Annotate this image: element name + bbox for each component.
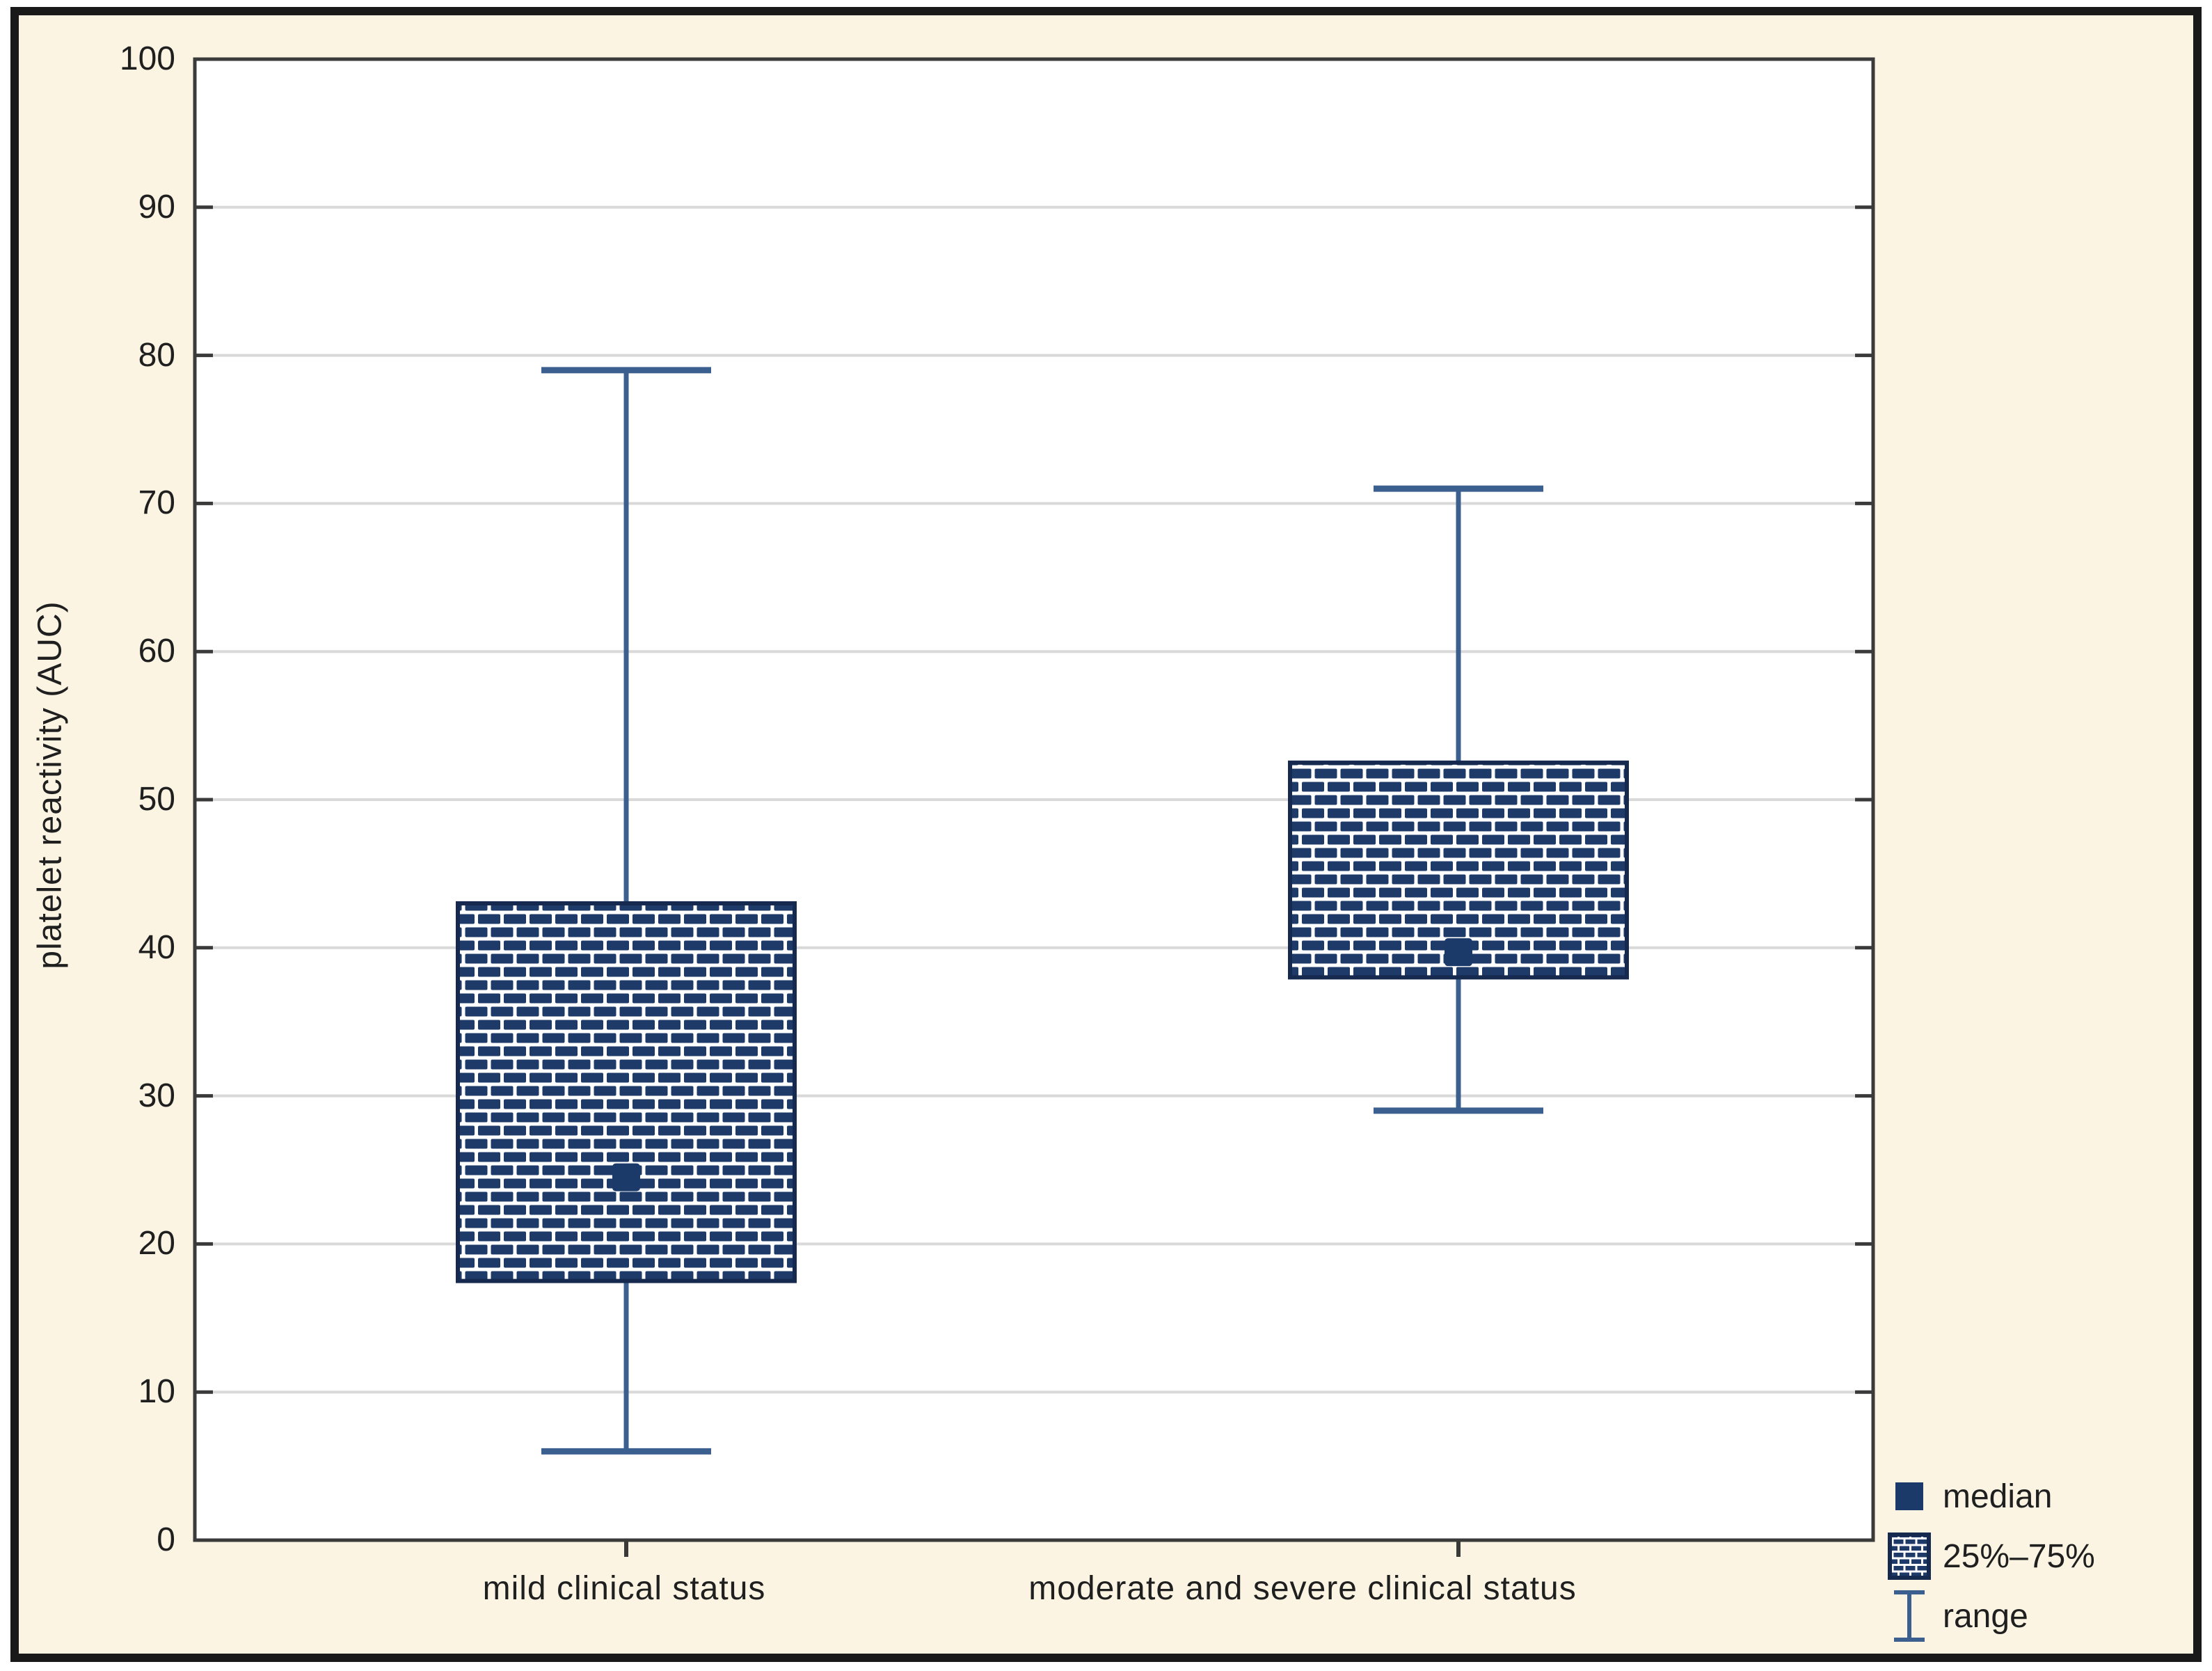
y-tick-label-0: 0 <box>157 1521 175 1558</box>
legend-row-range: range <box>1880 1588 2095 1644</box>
legend-label-range: range <box>1943 1597 2028 1635</box>
legend-row-median: median <box>1880 1468 2095 1524</box>
x-category-label-moderate-and-severe-clinical-status: moderate and severe clinical status <box>1028 1570 1577 1607</box>
y-tick-label-100: 100 <box>119 40 175 77</box>
range-whisker-legend-icon <box>1880 1589 1939 1643</box>
y-tick-label-20: 20 <box>138 1225 175 1262</box>
iqr-box-legend-icon <box>1880 1532 1939 1581</box>
y-tick-label-70: 70 <box>138 484 175 522</box>
legend-label-iqr: 25%–75% <box>1943 1537 2095 1575</box>
y-tick-label-10: 10 <box>138 1373 175 1411</box>
y-tick-label-50: 50 <box>138 781 175 818</box>
legend-label-median: median <box>1943 1478 2053 1515</box>
median-marker-mild-clinical-status <box>612 1163 640 1191</box>
x-category-label-mild-clinical-status: mild clinical status <box>482 1570 766 1607</box>
y-tick-label-90: 90 <box>138 188 175 225</box>
legend-row-iqr: 25%–75% <box>1880 1528 2095 1584</box>
median-marker-moderate-and-severe-clinical-status <box>1445 938 1472 967</box>
y-tick-label-80: 80 <box>138 336 175 374</box>
median-legend-icon <box>1880 1481 1939 1512</box>
y-tick-label-30: 30 <box>138 1077 175 1114</box>
y-tick-label-40: 40 <box>138 928 175 966</box>
iqr-box-mild-clinical-status <box>456 901 797 1283</box>
y-tick-label-60: 60 <box>138 633 175 670</box>
legend: median 25%–75% <box>1880 1468 2095 1644</box>
plot-frame <box>193 57 1875 1542</box>
